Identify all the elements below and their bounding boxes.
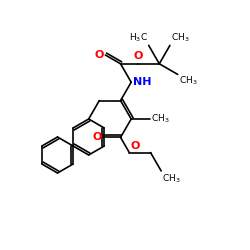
Text: CH$_3$: CH$_3$ — [151, 112, 170, 125]
Text: H$_3$C: H$_3$C — [128, 32, 148, 44]
Text: O: O — [92, 132, 102, 142]
Text: O: O — [130, 141, 140, 151]
Text: O: O — [95, 50, 104, 59]
Text: NH: NH — [133, 77, 152, 87]
Text: CH$_3$: CH$_3$ — [162, 172, 181, 185]
Text: O: O — [133, 51, 143, 61]
Text: CH$_3$: CH$_3$ — [171, 32, 190, 44]
Text: CH$_3$: CH$_3$ — [179, 75, 198, 88]
